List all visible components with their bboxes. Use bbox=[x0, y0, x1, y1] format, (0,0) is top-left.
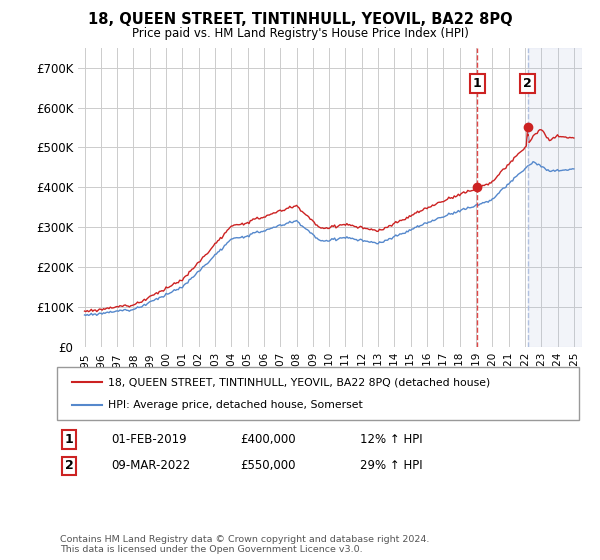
Text: 18, QUEEN STREET, TINTINHULL, YEOVIL, BA22 8PQ (detached house): 18, QUEEN STREET, TINTINHULL, YEOVIL, BA… bbox=[108, 377, 490, 388]
Text: HPI: Average price, detached house, Somerset: HPI: Average price, detached house, Some… bbox=[108, 400, 363, 410]
Text: 2: 2 bbox=[523, 77, 532, 90]
Text: 09-MAR-2022: 09-MAR-2022 bbox=[111, 459, 190, 473]
Text: 01-FEB-2019: 01-FEB-2019 bbox=[111, 433, 187, 446]
Text: Price paid vs. HM Land Registry's House Price Index (HPI): Price paid vs. HM Land Registry's House … bbox=[131, 27, 469, 40]
Text: 1: 1 bbox=[65, 433, 73, 446]
Text: 29% ↑ HPI: 29% ↑ HPI bbox=[360, 459, 422, 473]
Text: £400,000: £400,000 bbox=[240, 433, 296, 446]
Text: Contains HM Land Registry data © Crown copyright and database right 2024.
This d: Contains HM Land Registry data © Crown c… bbox=[60, 535, 430, 554]
Bar bbox=[527, 48, 582, 347]
Text: 2: 2 bbox=[65, 459, 73, 473]
Text: £550,000: £550,000 bbox=[240, 459, 296, 473]
Text: 12% ↑ HPI: 12% ↑ HPI bbox=[360, 433, 422, 446]
Text: 18, QUEEN STREET, TINTINHULL, YEOVIL, BA22 8PQ: 18, QUEEN STREET, TINTINHULL, YEOVIL, BA… bbox=[88, 12, 512, 27]
Text: 1: 1 bbox=[473, 77, 482, 90]
